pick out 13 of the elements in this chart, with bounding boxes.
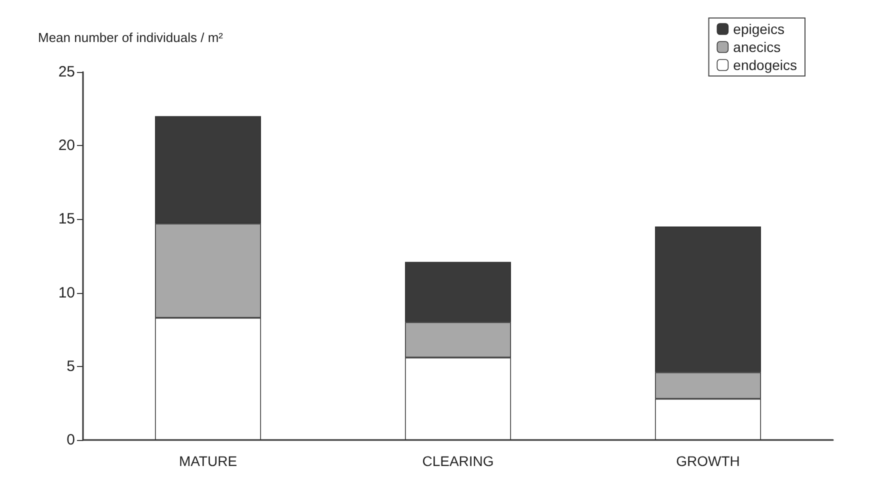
y-tick-label: 5 [66, 358, 75, 375]
y-tick-label: 20 [58, 137, 75, 154]
x-tick-label: MATURE [178, 453, 238, 469]
x-tick-label: CLEARING [422, 453, 494, 469]
legend-label: endogeics [733, 57, 797, 73]
y-tick-label: 15 [58, 210, 75, 228]
y-tick-label: 0 [66, 432, 75, 448]
legend-label: epigeics [733, 21, 785, 37]
y-axis-title: Mean number of individuals / m² [38, 30, 224, 45]
y-tick-label: 10 [58, 284, 75, 302]
legend-label: anecics [733, 39, 781, 55]
x-tick-label: GROWTH [676, 453, 740, 469]
y-tick-label: 25 [58, 64, 75, 80]
